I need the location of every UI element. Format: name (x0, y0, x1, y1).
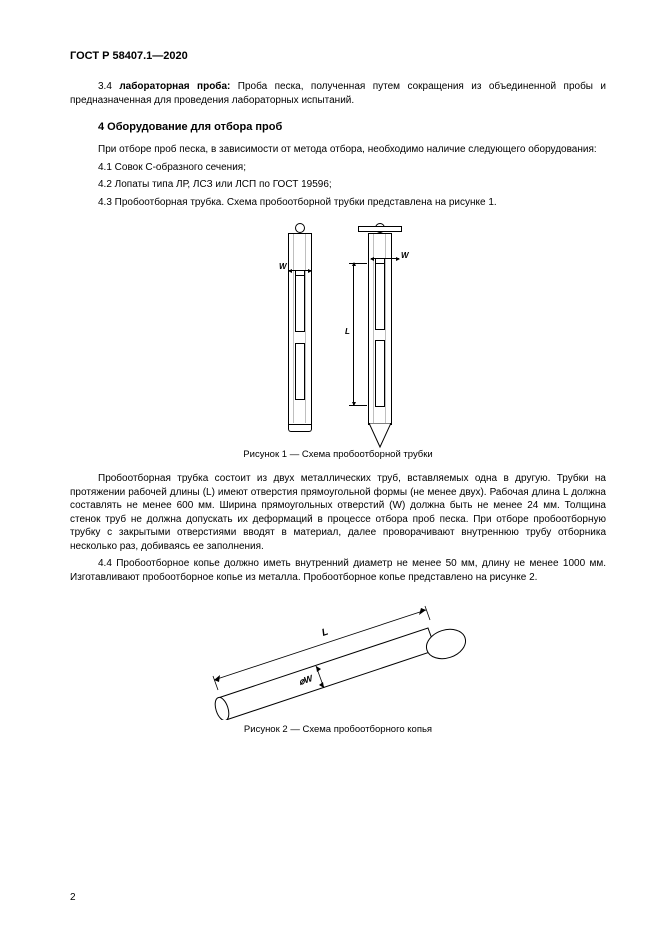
clause-3-4-num: 3.4 (98, 81, 119, 92)
dim-w-line-left (289, 270, 311, 271)
tube-right-inner-line (373, 233, 374, 423)
section-4-intro: При отборе проб песка, в зависимости от … (70, 143, 606, 157)
tube-right-slot-1 (375, 263, 385, 330)
dim-ext-line (295, 271, 296, 276)
figure-1-caption: Рисунок 1 — Схема пробоотборной трубки (70, 449, 606, 460)
clause-4-1: 4.1 Совок С-образного сечения; (70, 161, 606, 175)
dim-ext-line (304, 271, 305, 276)
tube-tip-icon (368, 423, 392, 449)
svg-text:L: L (321, 627, 330, 639)
dim-w-line-right (371, 258, 399, 259)
tube-right-slot-2 (375, 340, 385, 407)
dim-ext-line (384, 259, 385, 264)
dim-w-label-left: W (279, 262, 287, 271)
tube-right-inner-line2 (385, 233, 386, 423)
tube-left-slot-1 (295, 275, 305, 332)
dim-l-line (353, 263, 354, 405)
spear-svg: L ⌀W (168, 590, 508, 720)
clause-3-4: 3.4 лабораторная проба: Проба песка, пол… (70, 80, 606, 107)
page-number: 2 (70, 892, 76, 903)
section-4-heading: 4 Оборудование для отбора проб (70, 121, 606, 133)
tube-left: W (283, 215, 313, 445)
figure-2-caption: Рисунок 2 — Схема пробоотборного копья (70, 724, 606, 735)
clause-4-2: 4.2 Лопаты типа ЛР, ЛСЗ или ЛСП по ГОСТ … (70, 178, 606, 192)
doc-identifier: ГОСТ Р 58407.1—2020 (70, 50, 606, 62)
dim-ext-line (375, 259, 376, 264)
figure-1-tubes: W W (283, 215, 393, 445)
clause-4-3: 4.3 Пробоотборная трубка. Схема пробоотб… (70, 196, 606, 210)
tube-right: W L (363, 215, 393, 445)
tube-left-slot-2 (295, 343, 305, 400)
tube-right-foot (368, 423, 390, 447)
dim-l-label: L (345, 327, 350, 336)
clause-4-4: 4.4 Пробоотборное копье должно иметь вну… (70, 557, 606, 584)
para-after-fig1: Пробоотборная трубка состоит из двух мет… (70, 472, 606, 553)
figure-2: L ⌀W (70, 590, 606, 720)
page: ГОСТ Р 58407.1—2020 3.4 лабораторная про… (0, 0, 661, 935)
tube-left-inner-line2 (305, 233, 306, 423)
clause-3-4-term: лабораторная проба: (119, 81, 237, 92)
figure-1: W W (70, 215, 606, 445)
figure-2-spear: L ⌀W (168, 590, 508, 720)
tube-left-inner-line (293, 233, 294, 423)
dim-w-label-right: W (401, 251, 409, 260)
tube-left-foot (288, 423, 312, 432)
tube-right-handle-bar (358, 226, 402, 232)
tube-left-ring-icon (295, 223, 305, 233)
